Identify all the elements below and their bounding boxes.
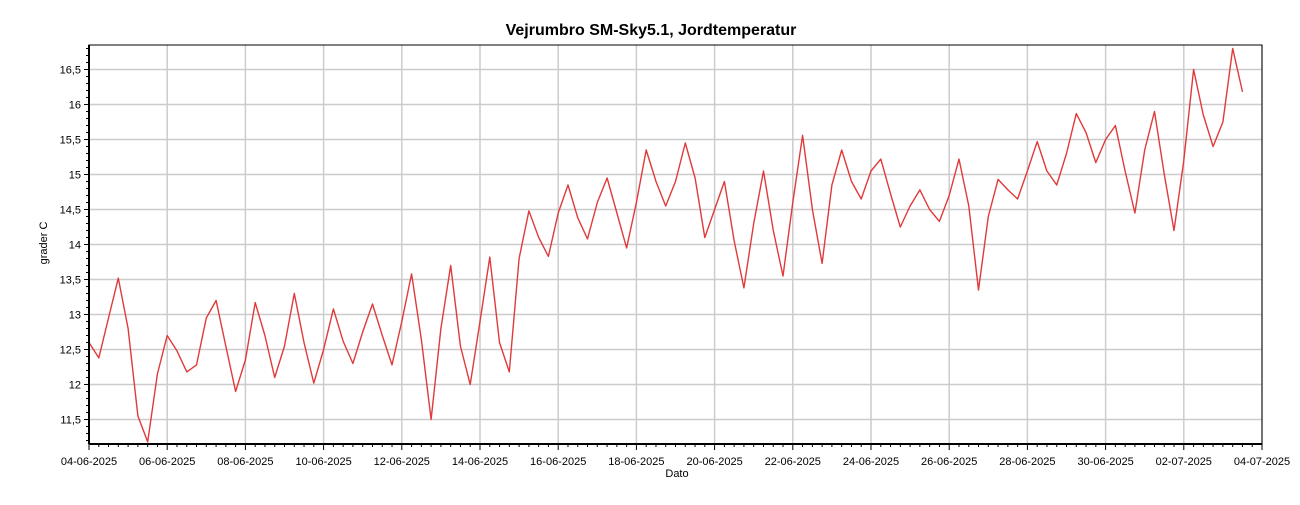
x-tick-label: 14-06-2025 (452, 456, 508, 468)
series-layer (88, 47, 1244, 443)
x-tick-label: 10-06-2025 (295, 456, 351, 468)
x-tick-label: 16-06-2025 (530, 456, 586, 468)
x-tick-label: 02-07-2025 (1156, 456, 1212, 468)
y-tick-label: 14 (69, 240, 81, 252)
x-tick-label: 04-06-2025 (61, 456, 117, 468)
x-tick-label: 26-06-2025 (921, 456, 977, 468)
y-tick-label: 16 (69, 100, 81, 112)
y-tick-label: 11,5 (60, 415, 81, 427)
x-tick-label: 06-06-2025 (139, 456, 195, 468)
y-tick-label: 16,5 (60, 65, 81, 77)
x-tick-label: 08-06-2025 (217, 456, 273, 468)
y-tick-label: 13 (69, 310, 81, 322)
y-tick-label: 15 (69, 170, 81, 182)
x-tick-label: 30-06-2025 (1077, 456, 1133, 468)
x-tick-label: 12-06-2025 (374, 456, 430, 468)
y-tick-label: 12 (69, 380, 81, 392)
tick-labels: 11,5 12 12,5 13 13,5 14 14,5 15 15,5 16 16,5 04-06-… (60, 65, 1291, 469)
y-axis-label: grader C (38, 222, 50, 265)
x-axis-label: Dato (665, 468, 688, 480)
y-tick-label: 14,5 (60, 205, 81, 217)
y-tick-label: 12,5 (60, 345, 81, 357)
x-tick-label: 20-06-2025 (686, 456, 742, 468)
x-tick-label: 28-06-2025 (999, 456, 1055, 468)
x-tick-label: 18-06-2025 (608, 456, 664, 468)
axes (84, 44, 1263, 450)
y-tick-label: 15,5 (60, 135, 81, 147)
y-tick-label: 13,5 (60, 275, 81, 287)
chart-title: Vejrumbro SM-Sky5.1, Jordtemperatur (506, 22, 797, 39)
x-tick-label: 04-07-2025 (1234, 456, 1290, 468)
x-tick-label: 24-06-2025 (843, 456, 899, 468)
x-tick-label: 22-06-2025 (765, 456, 821, 468)
series-line (88, 47, 1244, 443)
gridlines (89, 45, 1263, 444)
